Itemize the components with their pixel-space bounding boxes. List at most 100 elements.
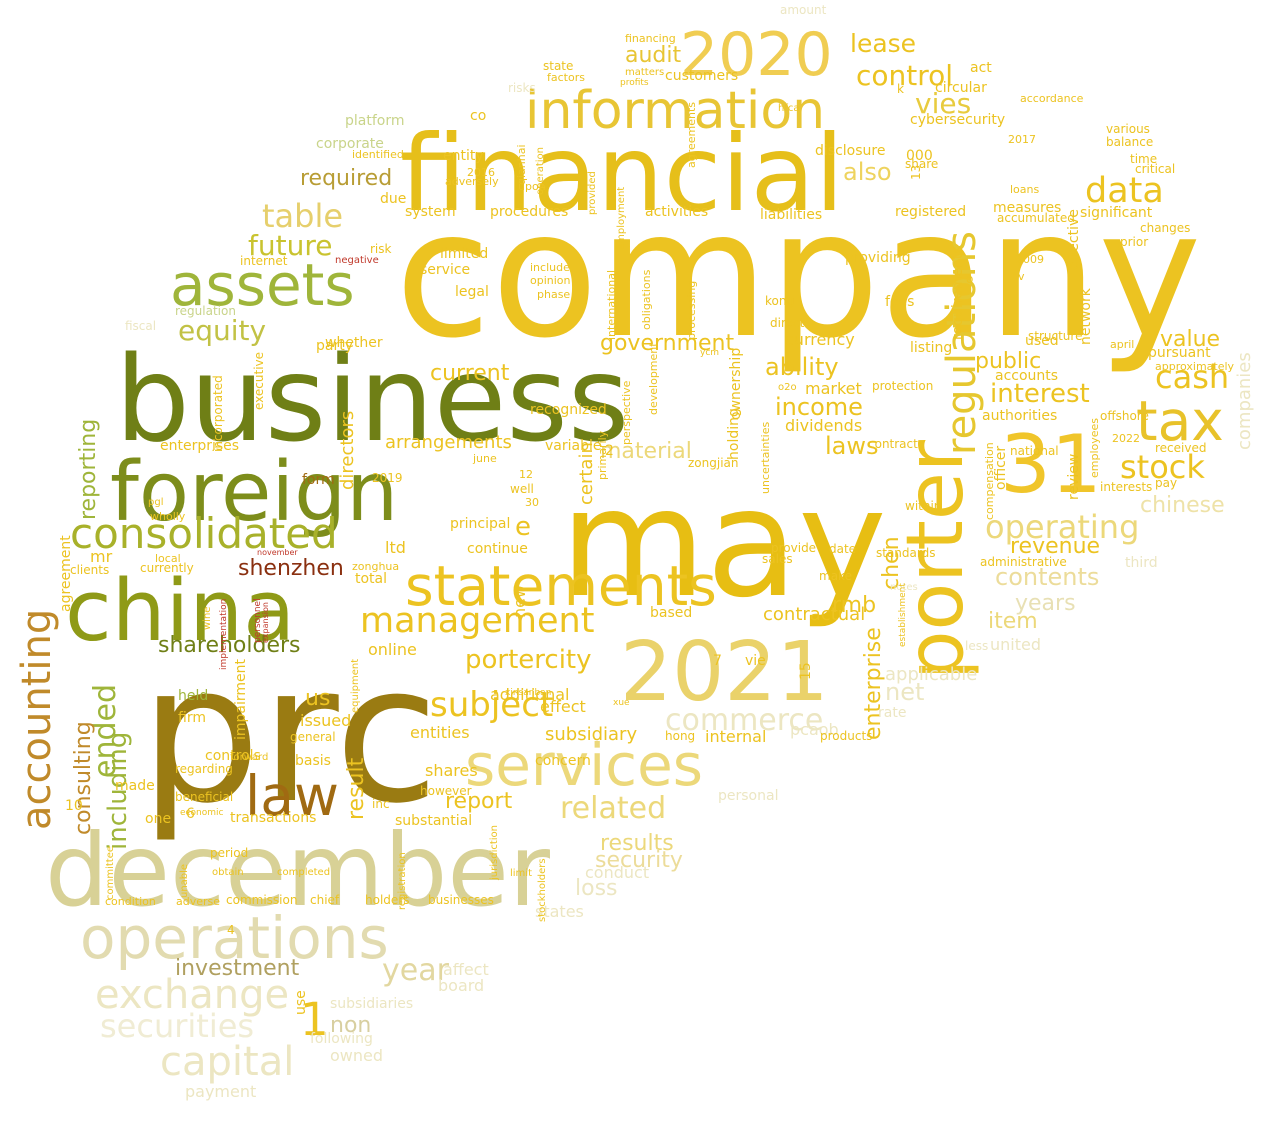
cloud-word-xue: xue — [613, 698, 630, 708]
cloud-word-direct: direct — [770, 316, 805, 330]
cloud-word-data: data — [1085, 171, 1164, 211]
cloud-word-review: review — [1066, 454, 1082, 500]
cloud-word-including: including — [103, 732, 133, 850]
cloud-word-conduct: conduct — [585, 863, 649, 882]
cloud-word-company: company — [395, 174, 1202, 377]
cloud-word-xinsanban: xinsanban — [505, 688, 551, 698]
cloud-word-controls: controls — [205, 748, 261, 764]
cloud-word-1: 1 — [300, 993, 329, 1046]
cloud-word-internet: internet — [240, 254, 288, 268]
cloud-word-received: received — [1155, 441, 1206, 455]
cloud-word-disclosure: disclosure — [815, 143, 885, 159]
cloud-word-primarily: primarily — [596, 430, 609, 480]
cloud-word-made: made — [115, 778, 155, 794]
cloud-word-impairment: impairment — [233, 658, 249, 740]
cloud-word-april: april — [1110, 338, 1134, 351]
cloud-word-management: management — [360, 601, 594, 641]
cloud-word-general: general — [290, 730, 336, 744]
cloud-word-material: material — [600, 439, 692, 464]
cloud-word-used: used — [1025, 333, 1059, 349]
cloud-word-date: date — [829, 542, 856, 556]
cloud-word-personal: personal — [718, 788, 778, 804]
cloud-word-continue: continue — [467, 541, 528, 557]
cloud-word-service: service — [420, 262, 470, 278]
cloud-word-pay: pay — [1155, 476, 1177, 490]
cloud-word-matters: matters — [625, 67, 664, 78]
cloud-word-june: june — [472, 452, 497, 465]
cloud-word-prc: prc — [140, 624, 439, 845]
cloud-word-revenue: revenue — [1010, 534, 1100, 559]
cloud-word-clients: clients — [70, 563, 109, 577]
cloud-word-net: net — [885, 678, 924, 706]
cloud-word-registration: registration — [397, 852, 408, 910]
cloud-word-prior: prior — [1120, 235, 1148, 249]
cloud-word-e: e — [515, 512, 531, 542]
cloud-word-forward: forward — [230, 752, 268, 763]
cloud-word-currently: currently — [140, 561, 194, 575]
cloud-word-ended: ended — [88, 684, 123, 778]
cloud-word-critical: critical — [1135, 162, 1175, 176]
cloud-word-holders: holders — [365, 893, 409, 907]
cloud-word-payment: payment — [185, 1082, 256, 1101]
cloud-word-make: make — [819, 569, 852, 583]
cloud-word-consolidated: consolidated — [70, 509, 338, 558]
cloud-word-regarding: regarding — [175, 762, 233, 776]
cloud-word-government: government — [600, 331, 734, 356]
cloud-word-qianhai: qianhai — [515, 144, 528, 185]
cloud-word-limited: limited — [440, 246, 488, 262]
cloud-word-officer: officer — [993, 446, 1009, 490]
cloud-word-fiscal: fiscal — [125, 319, 156, 333]
cloud-word-period: period — [210, 846, 248, 860]
cloud-word-listing: listing — [910, 340, 952, 356]
cloud-word-online: online — [368, 640, 417, 659]
cloud-word-firm: firm — [178, 710, 206, 726]
cloud-word-providing: providing — [845, 250, 911, 266]
cloud-word-international: international — [605, 270, 618, 340]
cloud-word-k: k — [897, 82, 904, 96]
cloud-word-administrative: administrative — [980, 555, 1067, 569]
cloud-word-current: current — [430, 361, 510, 386]
cloud-word-entities: entities — [410, 723, 470, 742]
cloud-word-law: law — [245, 764, 339, 828]
cloud-word-years: years — [1015, 591, 1076, 616]
cloud-word-transactions: transactions — [230, 810, 316, 826]
cloud-word-stockholders: stockholders — [537, 858, 548, 922]
cloud-word-loans: loans — [1010, 183, 1039, 196]
cloud-word-audit: audit — [625, 43, 682, 68]
cloud-word-vie: vie — [745, 653, 766, 669]
cloud-word-perspective: perspective — [620, 380, 633, 445]
cloud-word-less: less — [965, 639, 988, 653]
cloud-word-obligations: obligations — [640, 269, 653, 330]
cloud-word-effective: effective — [1066, 209, 1082, 270]
cloud-word-contractual: contractual — [763, 604, 865, 625]
cloud-word-equity: equity — [178, 314, 266, 347]
cloud-word-network: network — [1078, 287, 1094, 345]
cloud-word-risks: risks — [508, 81, 536, 95]
cloud-word-share: share — [905, 157, 938, 171]
cloud-word-variable: variable — [545, 438, 601, 454]
cloud-word-financing: financing — [625, 32, 676, 45]
cloud-word-principal: principal — [450, 516, 510, 532]
cloud-word-tax: tax — [1136, 389, 1224, 453]
cloud-word-2016: 2016 — [467, 166, 495, 179]
cloud-word-commerce: commerce — [665, 703, 823, 738]
cloud-word-subsidiary: subsidiary — [545, 724, 637, 745]
cloud-word-accounts: accounts — [995, 368, 1058, 384]
cloud-word-hfca: hfca — [778, 103, 799, 114]
cloud-word-control: control — [856, 59, 953, 92]
cloud-word-interests: interests — [1100, 480, 1152, 494]
cloud-word-processing: processing — [685, 281, 698, 340]
cloud-word-chen: chen — [879, 536, 904, 590]
cloud-word-arrangements: arrangements — [385, 432, 512, 453]
cloud-word-item: item — [988, 609, 1038, 634]
cloud-word-procedures: procedures — [490, 204, 568, 220]
cloud-word-basis: basis — [295, 753, 331, 769]
cloud-word-limit: limit — [510, 868, 532, 879]
cloud-word-regulations: regulations — [939, 231, 985, 455]
cloud-word-30: 30 — [525, 496, 539, 509]
cloud-word-due: due — [380, 191, 406, 207]
cloud-word-000: 000 — [906, 148, 933, 164]
cloud-word-7: 7 — [713, 653, 722, 669]
cloud-word-act: act — [970, 60, 992, 76]
